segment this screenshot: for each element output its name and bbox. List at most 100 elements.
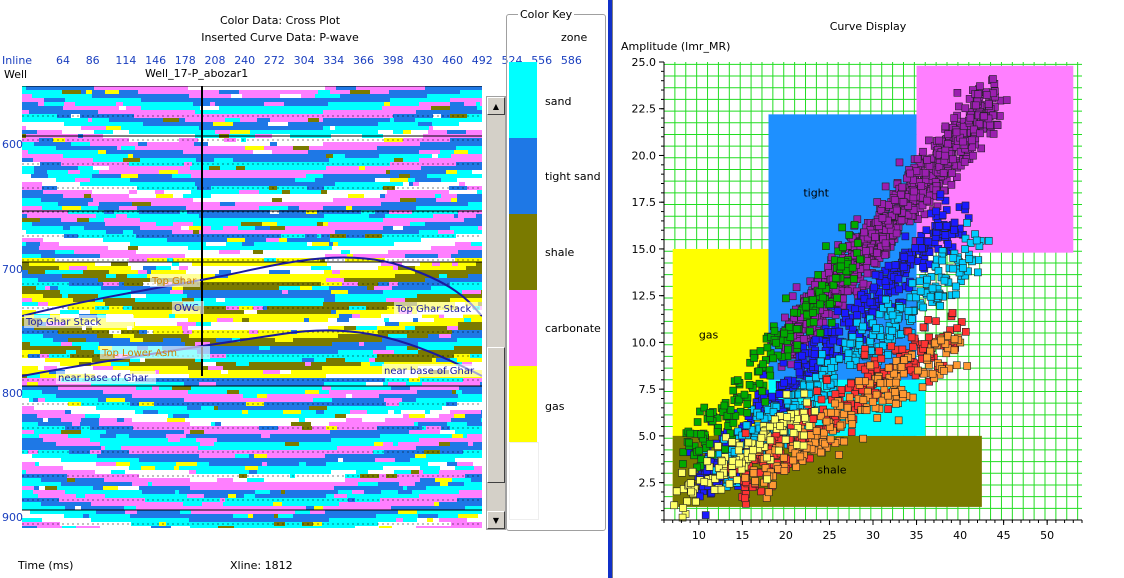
scatter-point xyxy=(751,477,759,485)
scatter-point xyxy=(826,408,835,417)
scatter-point xyxy=(835,354,844,363)
scatter-point xyxy=(989,130,998,138)
scatter-point xyxy=(746,358,754,367)
scatter-point xyxy=(873,414,882,422)
vertical-scrollbar[interactable]: ▲ ▼ xyxy=(486,96,506,530)
scatter-point xyxy=(837,386,846,394)
scatter-point xyxy=(950,226,958,234)
scatter-point xyxy=(899,198,908,206)
scatter-series xyxy=(738,332,971,502)
scatter-point xyxy=(937,336,945,345)
horizon-label[interactable]: near base of Ghar xyxy=(56,371,156,384)
horizon-label[interactable]: Top Lower Asm xyxy=(100,346,210,359)
scatter-point xyxy=(892,357,901,365)
scatter-point xyxy=(901,232,910,241)
scatter-point xyxy=(856,255,864,264)
scatter-point xyxy=(816,329,825,337)
scatter-point xyxy=(768,392,776,401)
scatter-point xyxy=(940,367,948,375)
well-name: Well_17-P_abozar1 xyxy=(145,67,249,80)
scatter-point xyxy=(793,341,802,349)
scatter-point xyxy=(782,390,791,399)
scroll-up-button[interactable]: ▲ xyxy=(487,97,505,115)
scatter-point xyxy=(700,478,709,486)
scatter-point xyxy=(919,303,928,312)
scatter-point xyxy=(801,302,810,311)
scatter-point xyxy=(899,369,908,378)
x-tick-label: 20 xyxy=(779,529,793,542)
scatter-point xyxy=(826,435,835,444)
scatter-point xyxy=(814,271,823,279)
scroll-down-button[interactable]: ▼ xyxy=(487,511,505,529)
scatter-point xyxy=(678,468,686,477)
scatter-point xyxy=(818,350,826,358)
scatter-point xyxy=(885,201,893,209)
scatter-point xyxy=(721,445,729,454)
swatch-blank xyxy=(509,442,539,520)
scatter-point xyxy=(882,295,890,304)
scatter-point xyxy=(947,181,956,189)
scatter-point xyxy=(725,479,734,488)
scatter-point xyxy=(916,287,925,296)
scatter-point xyxy=(763,475,771,484)
scatter-point xyxy=(801,413,809,422)
scatter-point xyxy=(866,337,875,346)
scatter-point xyxy=(977,144,986,153)
scatter-point xyxy=(894,275,903,283)
x-tick-label: 35 xyxy=(910,529,924,542)
scatter-chart[interactable]: tight gas shale 2.5 5.0 7.5 10.0 12.5 15.0 17.5 20… xyxy=(612,56,1122,556)
scatter-point xyxy=(928,369,937,378)
scatter-point xyxy=(755,379,764,388)
scatter-point xyxy=(769,408,778,416)
scatter-point xyxy=(726,429,735,438)
scatter-point xyxy=(932,317,940,325)
scatter-point xyxy=(869,397,877,406)
scatter-point xyxy=(879,304,887,312)
scatter-point xyxy=(919,263,927,271)
scatter-point xyxy=(722,433,730,442)
scatter-point xyxy=(766,371,775,380)
scatter-point xyxy=(897,216,906,225)
scatter-series xyxy=(670,389,819,522)
scatter-point xyxy=(884,363,893,372)
scatter-point xyxy=(707,449,715,458)
horizon-label[interactable]: Top Ghar Stack xyxy=(394,302,482,315)
scatter-point xyxy=(961,104,970,113)
inline-tick-label: 208 xyxy=(204,54,226,67)
swatch-sand xyxy=(509,62,537,138)
seismic-image[interactable]: Top Ghar OWC Top Ghar Stack Top Ghar Stack T… xyxy=(22,86,482,528)
scatter-point xyxy=(764,488,773,497)
scatter-point xyxy=(872,324,880,332)
scatter-point xyxy=(771,415,779,424)
scatter-point xyxy=(959,264,967,272)
scatter-point xyxy=(884,405,892,413)
scatter-point xyxy=(853,318,861,327)
horizon-label[interactable]: Top Ghar Stack xyxy=(24,315,134,328)
scatter-point xyxy=(949,264,958,273)
time-tick-700: 700 xyxy=(2,263,23,276)
swatch-shale xyxy=(509,214,537,290)
scatter-point xyxy=(780,467,789,475)
horizon-label[interactable]: OWC xyxy=(172,301,204,314)
scatter-point xyxy=(898,183,907,192)
scatter-point xyxy=(870,283,878,292)
scatter-point xyxy=(875,347,883,356)
scatter-point xyxy=(895,285,903,294)
inline-tick-label: 114 xyxy=(115,54,137,67)
panel-divider[interactable] xyxy=(608,0,612,578)
scrollbar-thumb[interactable] xyxy=(487,347,505,483)
scatter-point xyxy=(860,228,869,237)
scatter-point xyxy=(952,282,960,291)
scatter-point xyxy=(763,343,772,352)
scatter-point xyxy=(897,190,905,199)
horizon-label[interactable]: Top Ghar xyxy=(150,274,200,287)
scatter-point xyxy=(944,130,952,139)
scatter-point xyxy=(679,504,687,512)
scatter-point xyxy=(859,396,868,404)
scatter-point xyxy=(936,190,945,199)
horizon-label[interactable]: near base of Ghar xyxy=(382,364,482,377)
scatter-point xyxy=(743,400,751,409)
scatter-point xyxy=(850,275,858,283)
scatter-point xyxy=(761,464,770,472)
scatter-point xyxy=(966,113,975,122)
